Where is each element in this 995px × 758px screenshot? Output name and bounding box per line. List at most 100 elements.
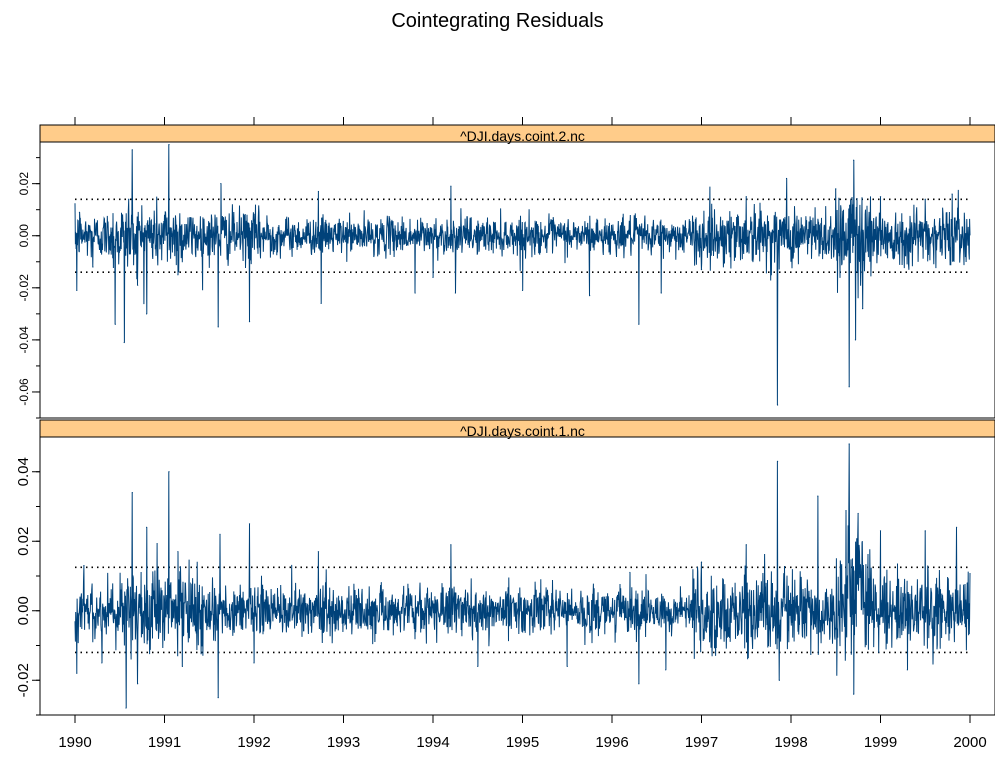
data-point-1-4 — [131, 492, 133, 494]
y-tick-label-0-2: -0.02 — [17, 274, 31, 302]
y-tick-label-0-1: -0.04 — [17, 326, 31, 354]
data-point-0-33 — [879, 196, 882, 198]
data-point-1-32 — [955, 526, 958, 528]
data-point-1-1 — [83, 564, 85, 567]
y-tick-label-1-2: 0.02 — [15, 527, 32, 556]
data-point-0-1 — [78, 211, 81, 213]
data-point-0-6 — [131, 149, 133, 151]
data-point-1-15 — [450, 544, 452, 546]
data-point-1-25 — [817, 495, 819, 497]
x-tick-label-1999: 1999 — [864, 734, 897, 751]
x-tick-label-1998: 1998 — [774, 734, 807, 751]
data-point-1-0 — [76, 672, 78, 674]
data-point-0-31 — [854, 339, 857, 341]
data-point-1-27 — [853, 693, 855, 695]
data-point-0-15 — [317, 190, 320, 193]
data-point-0-8 — [146, 313, 148, 315]
data-point-1-9 — [181, 665, 183, 667]
data-point-0-21 — [589, 295, 591, 297]
y-tick-label-0-4: 0.02 — [17, 172, 31, 196]
data-point-1-11 — [219, 533, 221, 535]
data-point-1-28 — [857, 512, 859, 515]
data-point-0-24 — [700, 268, 703, 271]
data-point-1-29 — [879, 530, 882, 532]
data-point-0-22 — [638, 323, 640, 325]
data-point-1-6 — [146, 526, 148, 528]
data-point-1-5 — [137, 683, 139, 685]
data-point-1-21 — [700, 561, 703, 563]
data-point-1-7 — [168, 471, 170, 473]
panel-frame-0 — [39, 141, 995, 419]
data-point-1-33 — [966, 582, 968, 584]
data-point-0-12 — [220, 183, 222, 185]
data-point-0-5 — [128, 198, 130, 200]
data-point-1-12 — [248, 523, 251, 525]
data-point-0-20 — [521, 289, 524, 292]
data-point-0-28 — [835, 188, 837, 190]
data-point-0-34 — [924, 198, 926, 200]
data-point-1-16 — [477, 665, 479, 667]
x-tick-label-1997: 1997 — [685, 734, 718, 751]
data-point-0-4 — [123, 341, 125, 344]
data-point-1-31 — [924, 530, 926, 532]
data-point-1-26 — [848, 443, 850, 445]
data-point-1-3 — [125, 707, 127, 709]
chart-title: Cointegrating Residuals — [391, 10, 604, 32]
y-tick-label-0-0: -0.06 — [17, 378, 31, 406]
data-point-1-20 — [665, 669, 667, 671]
data-point-0-30 — [853, 159, 855, 161]
data-point-0-3 — [114, 323, 116, 325]
data-point-0-35 — [951, 193, 953, 195]
data-point-0-0 — [76, 289, 78, 292]
panel-frame-1 — [39, 436, 995, 716]
y-tick-label-1-0: -0.02 — [15, 663, 32, 697]
series-line-0 — [74, 144, 971, 406]
data-point-0-7 — [137, 284, 139, 286]
data-point-0-11 — [217, 326, 219, 328]
data-point-0-36 — [964, 255, 967, 258]
data-point-0-29 — [848, 386, 850, 388]
y-tick-label-1-1: 0.00 — [15, 596, 32, 625]
y-tick-label-1-3: 0.04 — [15, 457, 32, 486]
data-point-0-10 — [177, 274, 179, 276]
data-point-1-30 — [906, 669, 908, 671]
data-point-0-13 — [248, 321, 251, 323]
data-point-1-13 — [253, 662, 255, 664]
data-point-0-32 — [862, 308, 864, 310]
series-line-1 — [74, 443, 971, 709]
x-tick-label-1994: 1994 — [416, 734, 449, 751]
x-tick-label-1991: 1991 — [148, 734, 181, 751]
data-point-1-2 — [101, 662, 103, 664]
x-tick-label-1996: 1996 — [595, 734, 628, 751]
data-point-0-25 — [745, 196, 747, 198]
data-point-1-8 — [177, 551, 179, 553]
data-point-0-27 — [785, 177, 788, 180]
y-tick-label-0-3: 0.00 — [17, 224, 31, 248]
data-point-1-17 — [566, 665, 568, 667]
data-point-1-24 — [778, 679, 780, 681]
data-point-0-19 — [454, 292, 456, 294]
data-point-0-18 — [450, 185, 452, 187]
data-point-1-22 — [745, 544, 747, 546]
x-tick-label-1990: 1990 — [58, 734, 91, 751]
data-point-0-14 — [320, 302, 322, 305]
data-point-1-14 — [317, 551, 320, 553]
strip-label-1: ^DJI.days.coint.1.nc — [460, 423, 585, 439]
data-point-1-18 — [629, 571, 631, 574]
strip-label-0: ^DJI.days.coint.2.nc — [460, 128, 585, 144]
data-point-1-10 — [217, 697, 219, 699]
data-point-0-23 — [660, 292, 662, 294]
data-point-0-9 — [168, 144, 170, 146]
data-point-0-2 — [92, 266, 94, 268]
x-tick-label-1993: 1993 — [327, 734, 360, 751]
data-point-1-23 — [776, 460, 779, 462]
x-tick-label-1995: 1995 — [506, 734, 539, 751]
x-tick-label-2000: 2000 — [953, 734, 986, 751]
x-tick-label-1992: 1992 — [237, 734, 270, 751]
data-point-0-16 — [414, 292, 416, 294]
data-point-0-17 — [432, 276, 434, 278]
data-point-0-26 — [776, 404, 779, 406]
data-point-1-19 — [638, 683, 640, 685]
